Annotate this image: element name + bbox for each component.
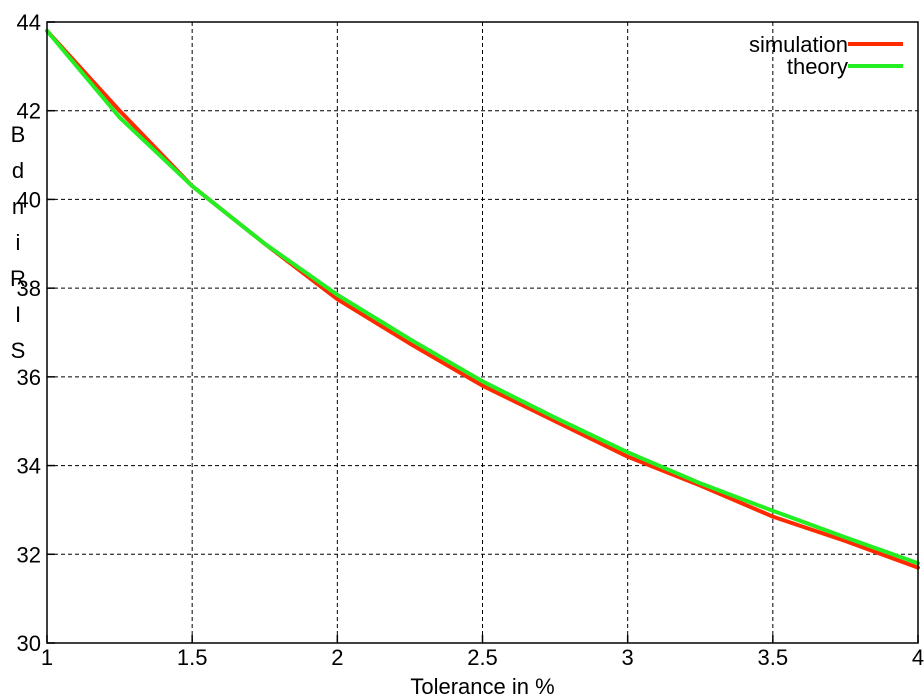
y-tick-label: 44 [17, 10, 41, 35]
legend-label-theory: theory [787, 54, 848, 79]
x-tick-label: 3.5 [758, 645, 789, 670]
x-tick-label: 2 [331, 645, 343, 670]
y-tick-label: 34 [17, 454, 41, 479]
y-tick-label: 36 [17, 365, 41, 390]
y-axis-label-letter: B [11, 122, 26, 147]
y-axis-ticks: 30 32 34 36 38 40 42 44 [17, 10, 55, 656]
x-tick-label: 3 [622, 645, 634, 670]
series-lines [45, 28, 920, 570]
x-axis-label: Tolerance in % [410, 674, 554, 698]
y-axis-label-letter: n [12, 194, 24, 219]
y-axis-label-letter: i [16, 230, 21, 255]
y-tick-label: 32 [17, 542, 41, 567]
grid [47, 22, 918, 643]
y-axis-label-letter: S [11, 338, 26, 363]
x-tick-label: 4 [912, 645, 924, 670]
y-axis-label-letter: d [12, 158, 24, 183]
x-tick-label: 1 [41, 645, 53, 670]
y-tick-label: 42 [17, 99, 41, 124]
series-line-theory [45, 28, 920, 566]
x-tick-label: 2.5 [467, 645, 498, 670]
y-axis-label-letter: I [15, 302, 21, 327]
y-tick-label: 40 [17, 187, 41, 212]
y-tick-label: 38 [17, 276, 41, 301]
x-axis-ticks: 1 1.5 2 2.5 3 3.5 4 [41, 635, 924, 670]
x-tick-label: 1.5 [177, 645, 208, 670]
y-tick-label: 30 [17, 631, 41, 656]
y-axis-label-letter: R [10, 266, 26, 291]
legend-label-simulation: simulation [749, 32, 848, 57]
